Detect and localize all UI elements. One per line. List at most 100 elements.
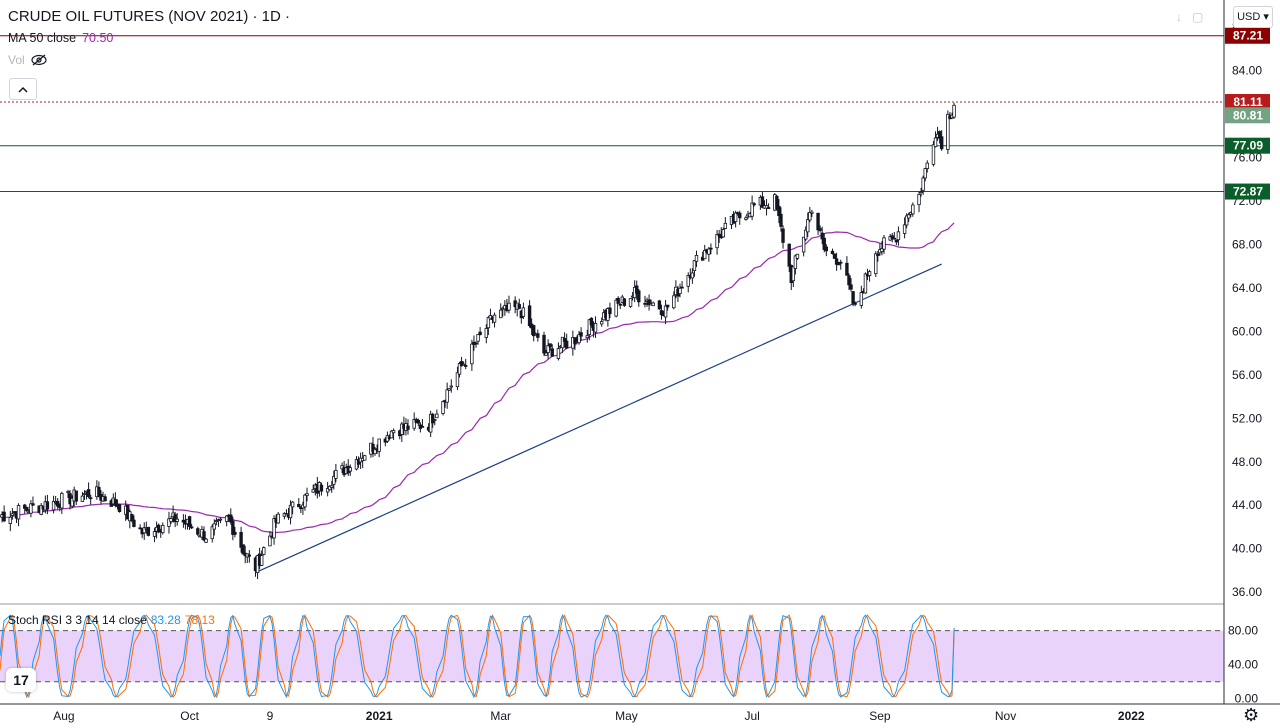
candle[interactable] [618,303,622,306]
candle[interactable] [146,526,151,536]
candle[interactable] [593,323,598,333]
arrow-down-icon[interactable]: ↓ [1176,10,1182,24]
candle[interactable] [241,544,245,555]
maximize-icon[interactable]: ▢ [1192,10,1204,24]
candle[interactable] [391,430,396,434]
candle[interactable] [288,504,293,519]
candle[interactable] [937,131,942,139]
stoch-rsi-legend[interactable]: Stoch RSI 3 3 14 14 close 83.28 78.13 [8,613,215,627]
candle[interactable] [665,304,670,308]
candle[interactable] [622,298,627,306]
candle[interactable] [187,516,192,527]
candle[interactable] [377,438,381,452]
candle[interactable] [917,194,921,206]
candle[interactable] [212,523,217,530]
candle[interactable] [268,535,272,547]
candle[interactable] [692,260,697,272]
candle[interactable] [548,343,552,348]
candle[interactable] [779,213,783,227]
ma-legend[interactable]: MA 50 close 70.50 [8,31,290,45]
candle[interactable] [863,273,868,294]
candle[interactable] [55,500,60,507]
candle[interactable] [169,518,173,522]
candle[interactable] [775,195,779,210]
candle[interactable] [573,337,577,344]
candle[interactable] [420,425,425,428]
candle[interactable] [606,308,610,321]
candle[interactable] [80,495,85,502]
candle[interactable] [2,511,6,522]
candle[interactable] [876,253,880,256]
candle[interactable] [628,298,633,307]
candle[interactable] [608,307,612,315]
candle[interactable] [303,494,307,508]
candle[interactable] [476,334,480,342]
candle[interactable] [461,363,466,366]
candle[interactable] [431,413,435,424]
candle[interactable] [325,488,330,493]
candle[interactable] [97,487,101,497]
candle[interactable] [10,513,15,516]
candle[interactable] [113,499,118,506]
candle[interactable] [678,287,682,294]
candle[interactable] [818,228,822,231]
candle[interactable] [647,299,651,306]
candle[interactable] [262,547,266,555]
candle[interactable] [657,300,662,310]
candle[interactable] [894,239,899,243]
candle[interactable] [834,258,839,265]
candle[interactable] [284,513,289,516]
candle[interactable] [70,497,74,507]
candle[interactable] [921,177,925,191]
candle[interactable] [795,253,800,259]
candle[interactable] [946,114,950,150]
candle[interactable] [412,419,416,429]
candle[interactable] [585,335,589,339]
candle[interactable] [74,490,78,502]
candle[interactable] [820,232,824,240]
candle[interactable] [204,538,208,543]
candle[interactable] [599,321,604,325]
candle[interactable] [744,217,748,220]
candle[interactable] [709,247,713,250]
candle[interactable] [276,513,280,524]
candle[interactable] [66,491,70,493]
candle[interactable] [839,261,843,264]
candle[interactable] [874,253,878,275]
candle[interactable] [824,246,829,252]
candle[interactable] [156,524,161,533]
candle[interactable] [449,385,453,388]
candle[interactable] [890,235,894,239]
candle[interactable] [849,284,853,290]
stoch-rsi-d-line[interactable] [0,613,955,699]
candle[interactable] [686,275,690,287]
candle[interactable] [791,266,796,282]
candle[interactable] [635,285,639,294]
candle[interactable] [902,224,907,234]
candle[interactable] [45,501,50,510]
candle[interactable] [867,271,872,276]
candle[interactable] [810,211,814,214]
candle[interactable] [189,526,194,529]
candle[interactable] [816,212,820,231]
candle[interactable] [939,136,944,150]
trend-line[interactable] [255,263,942,574]
candle[interactable] [470,343,474,365]
candle[interactable] [882,237,886,250]
candle[interactable] [847,275,851,286]
candle[interactable] [130,513,134,521]
candle[interactable] [445,389,449,403]
ma50-line[interactable] [0,222,955,534]
candle[interactable] [777,205,781,216]
candle[interactable] [859,292,864,306]
candle[interactable] [663,305,668,318]
candle[interactable] [406,425,410,430]
candle[interactable] [173,514,177,523]
candle[interactable] [801,236,806,253]
candle[interactable] [132,519,136,527]
candle[interactable] [703,250,707,260]
candle[interactable] [803,229,808,240]
candle[interactable] [616,297,620,304]
candle[interactable] [637,290,641,303]
candle[interactable] [738,212,742,219]
